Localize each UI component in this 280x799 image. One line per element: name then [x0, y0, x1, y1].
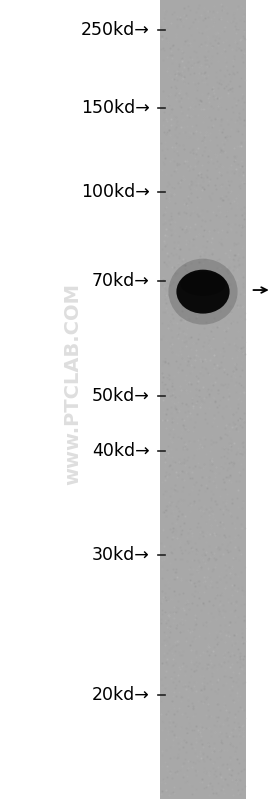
Ellipse shape [176, 270, 230, 313]
Bar [160, 0, 246, 799]
Text: 250kd→: 250kd→ [81, 22, 150, 39]
Text: www.PTCLAB.COM: www.PTCLAB.COM [63, 283, 82, 484]
Ellipse shape [180, 272, 226, 296]
Text: 70kd→: 70kd→ [92, 272, 150, 290]
Text: 150kd→: 150kd→ [81, 99, 150, 117]
Ellipse shape [168, 259, 237, 324]
Text: 30kd→: 30kd→ [92, 547, 150, 564]
Text: 50kd→: 50kd→ [92, 387, 150, 404]
Text: 100kd→: 100kd→ [81, 183, 150, 201]
Text: 40kd→: 40kd→ [92, 443, 150, 460]
Text: 20kd→: 20kd→ [92, 686, 150, 704]
